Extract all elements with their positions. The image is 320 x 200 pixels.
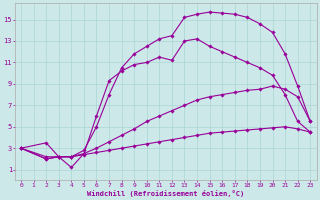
X-axis label: Windchill (Refroidissement éolien,°C): Windchill (Refroidissement éolien,°C)	[87, 190, 244, 197]
